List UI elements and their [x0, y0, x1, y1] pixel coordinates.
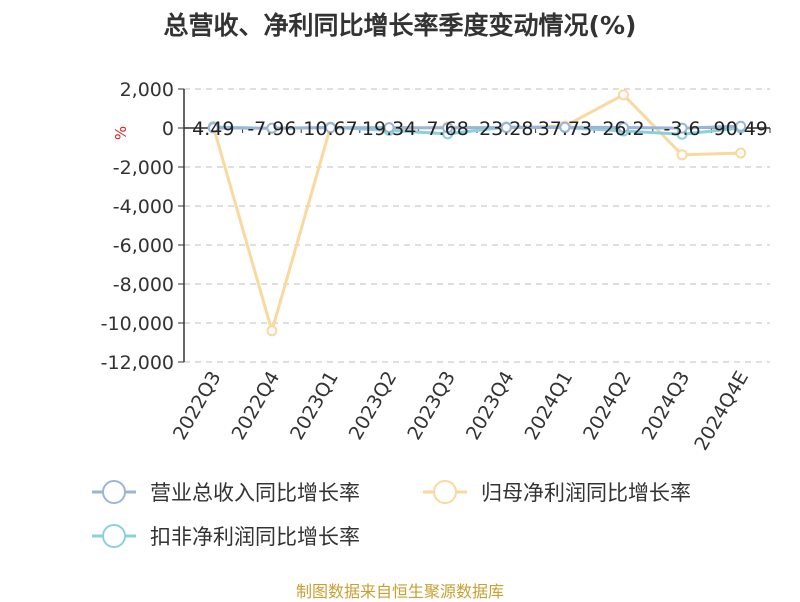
chart-title: 总营收、净利同比增长率季度变动情况(%): [163, 11, 637, 40]
data-point[interactable]: [735, 120, 747, 132]
y-tick-label: 2,000: [120, 79, 174, 101]
data-point[interactable]: [618, 89, 629, 101]
legend-swatch-marker: [102, 480, 126, 504]
x-tick-label: 2023Q3: [403, 368, 460, 444]
x-tick-label: 2024Q1: [520, 368, 577, 444]
data-point[interactable]: [559, 121, 571, 133]
legend-label: 归母净利润同比增长率: [481, 481, 691, 505]
data-point[interactable]: [325, 122, 336, 134]
legend-item[interactable]: 营业总收入同比增长率: [92, 480, 360, 505]
data-point[interactable]: [207, 122, 219, 134]
x-tick-label: 2024Q4E: [690, 368, 753, 455]
data-label: 37.73: [538, 118, 592, 140]
data-point[interactable]: [266, 325, 278, 337]
legend-swatch-marker: [433, 480, 457, 504]
x-tick-label: 2023Q1: [286, 368, 343, 444]
x-tick-label: 2022Q3: [169, 368, 226, 444]
data-label: 26.2: [602, 118, 644, 140]
y-tick-label: -8,000: [113, 274, 174, 296]
source-note: 制图数据来自恒生聚源数据库: [295, 582, 504, 601]
data-label: 10.67: [303, 118, 357, 140]
y-tick-label: -10,000: [101, 313, 174, 335]
x-tick-label: 2023Q4: [462, 368, 519, 444]
data-label: 7.68: [427, 118, 469, 140]
x-tick-label: 2023Q2: [345, 368, 402, 444]
data-point[interactable]: [735, 147, 747, 159]
series-lines: [207, 89, 747, 337]
data-labels: 4.49 -7.96 10.67 19.34 7.68 23.28 37.73 26.2 -3.…: [192, 118, 768, 140]
legend-label: 扣非净利润同比增长率: [150, 525, 360, 549]
x-tick-label: 2024Q3: [638, 368, 695, 444]
legend-swatch-marker: [102, 524, 126, 548]
data-label: 4.49: [192, 118, 234, 140]
data-label: 23.28: [479, 118, 533, 140]
data-label: -7.96: [247, 118, 296, 140]
y-tick-label: -2,000: [113, 157, 174, 179]
x-tick-label: 2024Q2: [579, 368, 636, 444]
y-tick-label: -6,000: [113, 235, 174, 257]
data-point[interactable]: [618, 121, 629, 133]
y-axis-unit: %: [112, 126, 130, 140]
legend-label: 营业总收入同比增长率: [150, 481, 360, 505]
data-point[interactable]: [500, 122, 512, 134]
data-point[interactable]: [383, 122, 395, 134]
data-label: -3.6: [664, 118, 701, 140]
data-label: 19.34: [362, 118, 416, 140]
data-point[interactable]: [442, 122, 454, 134]
y-tick-label: -12,000: [101, 352, 174, 374]
data-point[interactable]: [676, 122, 688, 134]
legend-item[interactable]: 扣非净利润同比增长率: [92, 524, 360, 549]
x-tick-label: 2022Q4: [227, 368, 284, 444]
series-line: [213, 124, 741, 130]
data-point[interactable]: [676, 149, 688, 161]
y-tick-label: 0: [162, 118, 174, 140]
legend-item[interactable]: 归母净利润同比增长率: [423, 480, 691, 505]
y-tick-label: -4,000: [113, 196, 174, 218]
data-point[interactable]: [266, 122, 278, 134]
data-label: 90.49: [713, 118, 767, 140]
